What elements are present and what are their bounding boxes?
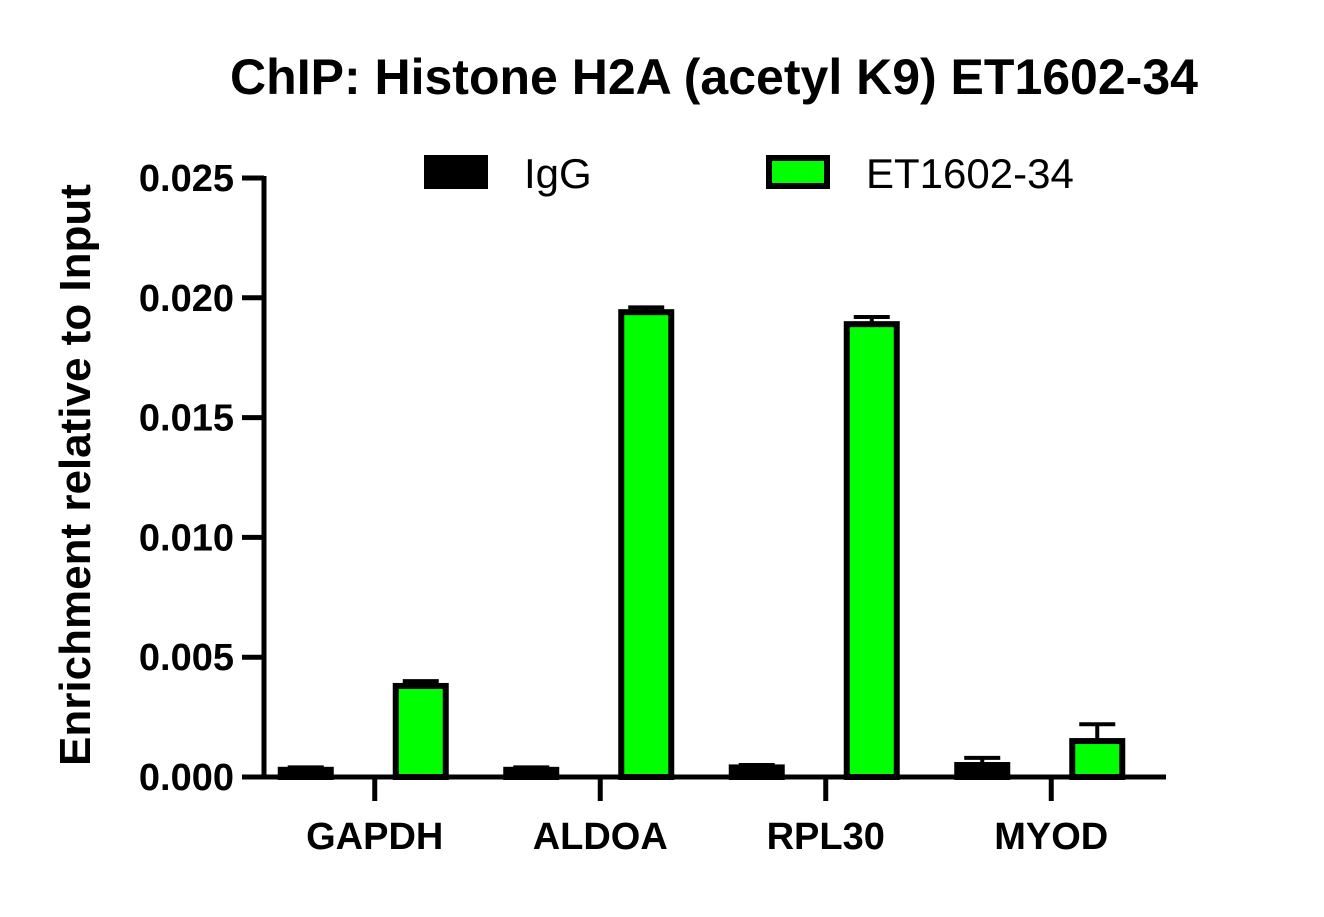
bar-et1602-34-rpl30	[843, 321, 900, 780]
y-tick-label: 0.015	[139, 398, 234, 440]
y-tick-label: 0.020	[139, 278, 234, 320]
chart-title: ChIP: Histone H2A (acetyl K9) ET1602-34	[230, 49, 1198, 105]
x-category-label: MYOD	[994, 816, 1108, 858]
x-category-label: GAPDH	[306, 816, 443, 858]
legend-swatch	[424, 155, 488, 189]
bars-layer	[277, 305, 1126, 781]
y-tick-label: 0.025	[139, 158, 234, 200]
legend-label: ET1602-34	[866, 150, 1074, 197]
x-category-label: ALDOA	[533, 816, 668, 858]
y-tick-label: 0.010	[139, 517, 234, 559]
y-axis-label: Enrichment relative to Input	[51, 184, 100, 766]
legend: IgG ET1602-34	[424, 150, 1074, 197]
x-category-label: RPL30	[767, 816, 885, 858]
y-tick-label: 0.000	[139, 757, 234, 799]
bar-et1602-34-aldoa	[618, 309, 675, 780]
legend-swatch	[766, 155, 830, 189]
axes-layer: 0.000 0.005 0.010 0.015 0.020 0.025 GAPDH ALDOA…	[139, 158, 1166, 858]
y-tick-label: 0.005	[139, 637, 234, 679]
bar-et1602-34-myod	[1069, 738, 1126, 780]
legend-label: IgG	[524, 150, 592, 197]
bar-et1602-34-gapdh	[392, 682, 449, 781]
